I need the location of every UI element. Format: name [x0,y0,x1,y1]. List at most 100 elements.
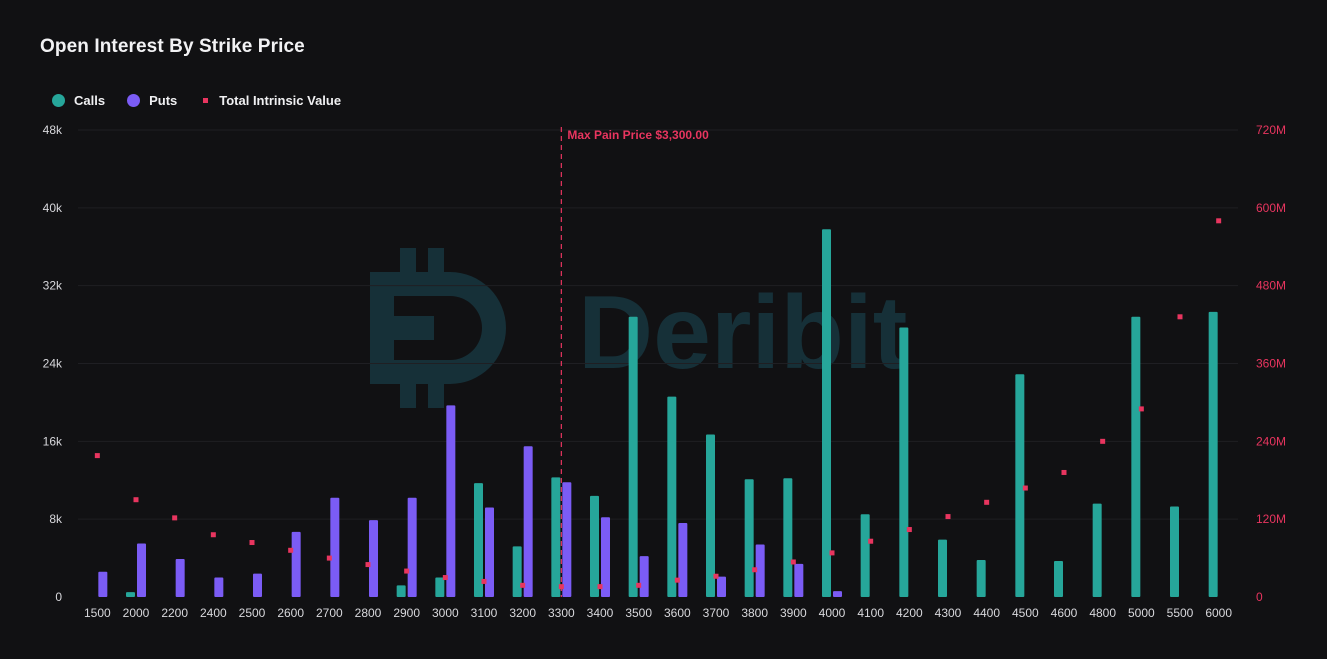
calls-bar [1092,503,1102,597]
intrinsic-points [94,218,1222,590]
puts-bar [678,523,688,597]
x-tick-label: 4600 [1051,606,1078,620]
puts-bar [98,571,108,597]
x-tick-label: 2200 [161,606,188,620]
calls-bar [860,514,870,597]
x-tick-label: 3400 [587,606,614,620]
puts-bar [369,520,378,597]
x-tick-label: 3700 [703,606,730,620]
intrinsic-value-point [790,559,796,565]
y-left-tick-label: 48k [43,123,63,137]
x-tick-label: 1500 [84,606,111,620]
puts-bar [601,517,610,597]
intrinsic-value-point [829,550,835,556]
y-right-tick-label: 240M [1256,434,1286,448]
legend-item-intrinsic[interactable]: Total Intrinsic Value [199,93,341,108]
y-right-tick-label: 600M [1256,201,1286,215]
watermark-text: Deribit [578,275,907,391]
legend-puts-swatch [127,94,141,107]
intrinsic-value-point [210,532,216,538]
legend-puts-label: Puts [149,93,178,108]
y-left-tick-label: 16k [43,434,63,448]
x-tick-label: 3200 [509,606,536,620]
intrinsic-value-point [442,575,448,581]
intrinsic-value-point [1022,485,1028,491]
calls-bar [1131,316,1141,597]
x-tick-label: 3600 [664,606,691,620]
intrinsic-value-point [1138,406,1144,412]
y-left-tick-label: 24k [43,357,63,371]
y-axis-right: 0 120M 240M 360M 480M 600M 720M [1256,123,1286,604]
y-left-tick-label: 8k [49,512,63,526]
intrinsic-value-point [288,547,294,553]
intrinsic-value-point [752,567,758,573]
calls-bar [1208,311,1218,597]
y-right-tick-label: 720M [1256,123,1286,137]
x-tick-label: 3500 [625,606,652,620]
intrinsic-value-point [674,577,680,583]
puts-bar [523,446,533,597]
intrinsic-value-point [1061,469,1067,475]
x-tick-label: 3300 [548,606,575,620]
intrinsic-value-point [868,538,874,544]
puts-bar [446,405,456,597]
calls-bar [126,592,135,597]
calls-bar [628,316,638,597]
puts-bar [717,576,726,597]
x-tick-label: 2500 [239,606,266,620]
legend-item-calls[interactable]: Calls [52,93,105,108]
x-tick-label: 2000 [123,606,150,620]
deribit-logo-icon [370,248,506,408]
calls-bar [938,539,947,597]
calls-bar [551,477,561,597]
intrinsic-value-point [520,582,526,588]
intrinsic-value-point [597,584,603,590]
legend-calls-label: Calls [74,93,106,108]
legend-calls-swatch [52,94,65,107]
y-right-tick-label: 0 [1256,590,1263,604]
y-left-tick-label: 32k [43,279,63,293]
intrinsic-value-point [481,578,487,584]
calls-bar [976,560,986,597]
puts-bar [639,556,649,597]
puts-bar [407,497,417,597]
y-right-tick-label: 480M [1256,279,1286,293]
puts-bar [794,563,804,597]
intrinsic-value-point [326,555,332,561]
puts-bar [330,497,340,597]
x-tick-label: 4100 [857,606,884,620]
puts-bar [833,591,842,597]
x-tick-label: 4500 [1012,606,1039,620]
x-tick-label: 2900 [393,606,420,620]
chart-title: Open Interest By Strike Price [40,36,305,57]
intrinsic-value-point [713,573,719,579]
calls-bar [667,396,677,597]
intrinsic-value-point [249,540,255,546]
y-right-tick-label: 360M [1256,357,1286,371]
x-tick-label: 4300 [935,606,962,620]
intrinsic-value-point [94,453,100,459]
x-tick-label: 3000 [432,606,459,620]
puts-bar [291,531,301,597]
x-tick-label: 5000 [1128,606,1155,620]
x-tick-label: 3800 [741,606,768,620]
intrinsic-value-point [984,499,990,505]
calls-bar [744,479,754,597]
y-axis-left: 0 8k 16k 24k 32k 40k 48k [43,123,63,604]
legend-item-puts[interactable]: Puts [127,93,177,108]
x-tick-label: 4800 [1089,606,1116,620]
intrinsic-value-point [404,568,410,574]
calls-bar [1054,561,1063,597]
intrinsic-value-point [636,582,642,588]
x-tick-label: 4200 [896,606,923,620]
calls-bar [1170,506,1179,597]
calls-bar [783,478,793,597]
puts-bar [755,544,765,597]
calls-bar [1015,374,1025,597]
y-right-tick-label: 120M [1256,512,1286,526]
x-tick-label: 3100 [471,606,498,620]
calls-bar [474,483,483,597]
max-pain-line: Max Pain Price $3,300.00 [560,127,709,597]
calls-bar [590,495,599,597]
bars [98,229,1218,598]
